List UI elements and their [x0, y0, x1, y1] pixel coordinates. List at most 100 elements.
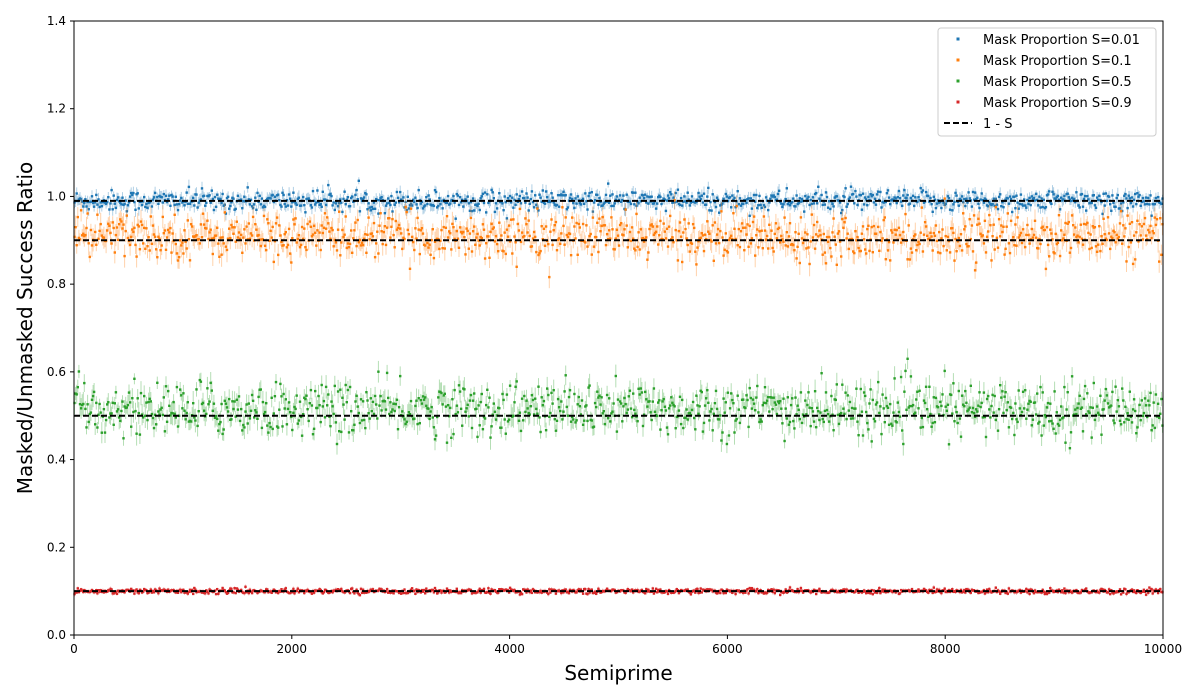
data-point: [404, 422, 407, 426]
data-point: [1061, 239, 1064, 242]
data-point: [418, 422, 421, 425]
data-point: [137, 411, 140, 415]
data-point: [815, 233, 818, 236]
data-point: [146, 245, 149, 248]
data-point: [306, 222, 309, 226]
data-point: [819, 233, 822, 237]
data-point: [90, 398, 94, 401]
data-point: [199, 198, 203, 201]
data-point: [884, 200, 887, 204]
data-point: [801, 241, 805, 245]
data-point: [787, 201, 791, 204]
data-point: [828, 200, 831, 203]
data-point: [449, 406, 452, 410]
data-point: [378, 199, 381, 202]
data-point: [453, 237, 456, 241]
data-point: [455, 192, 458, 196]
data-point: [709, 200, 712, 204]
data-point: [1067, 220, 1070, 224]
data-point: [372, 412, 376, 416]
data-point: [136, 397, 139, 400]
data-point: [211, 197, 214, 201]
data-point: [654, 230, 658, 233]
data-point: [412, 240, 415, 244]
data-point: [176, 425, 180, 428]
data-point: [260, 197, 264, 200]
data-point: [111, 221, 114, 224]
data-point: [666, 194, 670, 197]
data-point: [531, 398, 535, 402]
data-point: [1024, 245, 1027, 249]
data-point: [428, 243, 431, 246]
data-point: [1005, 225, 1008, 228]
data-point: [486, 388, 489, 391]
data-point: [1131, 205, 1135, 208]
data-point: [346, 196, 350, 199]
data-point: [1105, 199, 1109, 203]
data-point: [353, 229, 356, 232]
data-point: [708, 232, 711, 235]
data-point: [899, 241, 903, 244]
data-point: [145, 401, 148, 404]
data-point: [238, 237, 242, 240]
data-point: [1077, 204, 1080, 207]
data-point: [171, 412, 174, 415]
data-point: [1132, 234, 1136, 237]
data-point: [230, 223, 233, 227]
data-point: [726, 251, 730, 254]
data-point: [308, 220, 311, 223]
data-point: [281, 191, 284, 194]
data-point: [407, 207, 411, 210]
data-point: [870, 225, 873, 229]
data-point: [232, 197, 235, 200]
data-point: [378, 404, 381, 407]
data-point: [989, 224, 992, 227]
data-point: [945, 249, 948, 252]
data-point: [330, 226, 333, 230]
data-point: [953, 259, 956, 262]
data-point: [847, 247, 850, 251]
data-point: [207, 403, 210, 406]
data-point: [942, 201, 945, 204]
data-point: [991, 203, 994, 206]
data-point: [492, 226, 495, 229]
data-point: [861, 225, 865, 228]
data-point: [329, 425, 332, 428]
data-point: [798, 197, 801, 200]
data-point: [1097, 243, 1100, 246]
data-point: [128, 195, 132, 198]
data-point: [507, 224, 511, 227]
data-point: [763, 205, 767, 209]
data-point: [110, 242, 113, 245]
data-point: [333, 384, 336, 388]
data-point: [96, 426, 99, 429]
data-point: [373, 394, 377, 398]
data-point: [1158, 260, 1161, 263]
data-point: [458, 226, 462, 229]
data-point: [928, 237, 931, 240]
data-point: [303, 204, 306, 207]
data-point: [1037, 247, 1040, 250]
data-point: [1156, 195, 1160, 199]
data-point: [682, 200, 685, 203]
data-point: [762, 204, 766, 207]
data-point: [353, 423, 356, 426]
data-point: [209, 201, 212, 204]
data-point: [841, 208, 844, 212]
data-point: [1002, 225, 1005, 228]
data-point: [480, 392, 483, 396]
data-point: [385, 226, 389, 229]
data-point: [1095, 250, 1099, 253]
data-point: [471, 399, 475, 402]
data-point: [647, 202, 650, 205]
data-point: [585, 224, 588, 227]
data-point: [889, 259, 892, 262]
data-point: [930, 235, 933, 238]
data-point: [448, 230, 451, 233]
data-point: [523, 196, 526, 200]
data-point: [245, 225, 248, 228]
data-point: [455, 404, 458, 407]
data-point: [667, 197, 671, 200]
data-point: [202, 194, 206, 197]
data-point: [419, 202, 422, 205]
